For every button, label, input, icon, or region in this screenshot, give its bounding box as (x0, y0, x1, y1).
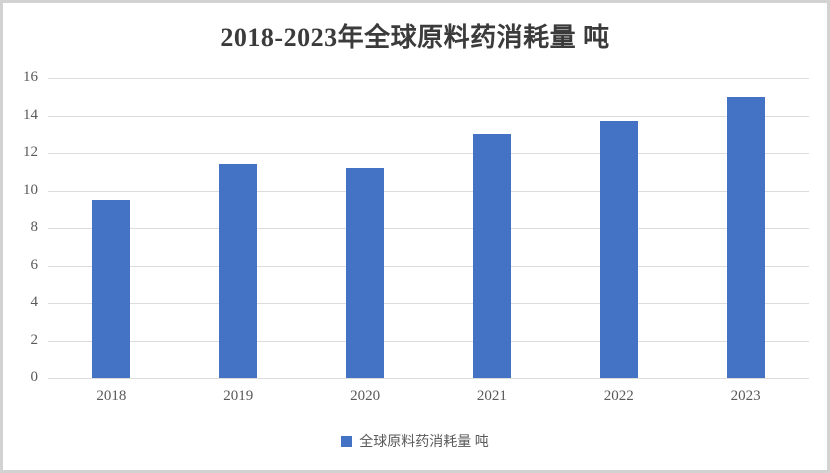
y-tick-label-12: 12 (23, 144, 38, 160)
y-tick-label-8: 8 (30, 219, 39, 235)
legend: 全球原料药消耗量 吨 (3, 431, 827, 451)
legend-swatch-icon (341, 435, 353, 447)
x-tick-label-2018: 2018 (96, 388, 127, 404)
gridline-0 (48, 378, 809, 379)
plot-area: 0 2 4 6 8 10 12 14 16 2018 2019 2020 2021 2022 2023 (23, 69, 809, 404)
x-tick-label-2020: 2020 (350, 388, 381, 404)
x-tick-label-2021: 2021 (476, 388, 507, 404)
bar-2021 (472, 134, 511, 378)
y-tick-label-4: 4 (30, 294, 39, 310)
gridline-4 (48, 303, 809, 304)
y-tick-label-14: 14 (23, 106, 38, 123)
bar-2019 (219, 164, 258, 378)
y-tick-label-10: 10 (23, 181, 38, 198)
gridline-2 (48, 340, 809, 342)
chart-title: 2018-2023年全球原料药消耗量 吨 (220, 23, 610, 52)
y-tick-label-2: 2 (30, 331, 39, 348)
legend-label: 全球原料药消耗量 吨 (359, 435, 489, 450)
gridline-6 (48, 265, 809, 267)
gridline-8 (48, 228, 809, 229)
x-tick-label-2022: 2022 (603, 388, 634, 404)
bar-2018 (92, 199, 131, 378)
gridline-14 (48, 115, 809, 117)
y-tick-label-0: 0 (30, 369, 39, 385)
gridline-16 (48, 78, 809, 79)
y-tick-label-6: 6 (30, 256, 39, 273)
gridline-10 (48, 190, 809, 192)
bar-2020 (346, 168, 385, 378)
x-tick-label-2019: 2019 (223, 388, 254, 404)
bar-2022 (599, 121, 638, 378)
gridline-12 (48, 153, 809, 154)
y-tick-label-16: 16 (23, 69, 38, 85)
bar-2023 (726, 96, 765, 378)
x-tick-label-2023: 2023 (730, 388, 761, 404)
